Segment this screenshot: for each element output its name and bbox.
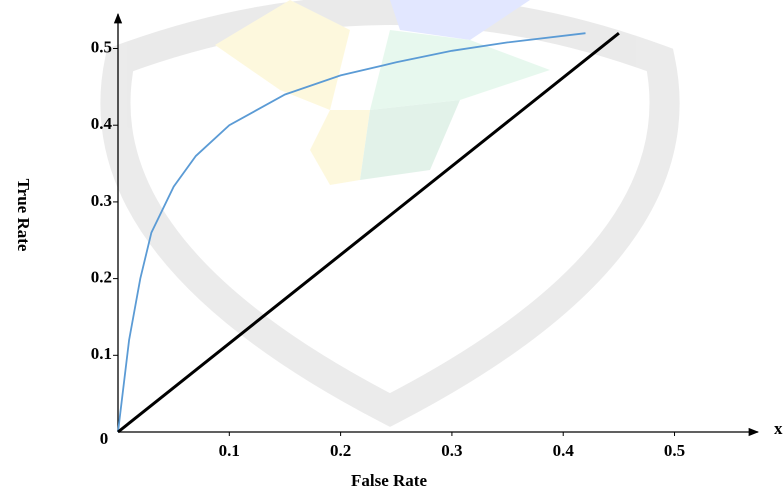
y-tick-label: 0.5 xyxy=(91,37,112,56)
x-tick-label: 0.2 xyxy=(330,441,351,460)
y-tick-label: 0.1 xyxy=(91,344,112,363)
chart: False Rate True Rate x 0 0.1 0.2 0.3 0.4 0.5 0… xyxy=(0,0,783,493)
y-tick-label: 0.2 xyxy=(91,268,112,287)
origin-label: 0 xyxy=(100,429,109,448)
y-tick-label: 0.3 xyxy=(91,191,112,210)
y-axis-label: True Rate xyxy=(14,179,33,252)
x-tick-label: 0.3 xyxy=(441,441,462,460)
x-tick-label: 0.5 xyxy=(664,441,685,460)
x-axis-label: False Rate xyxy=(351,471,427,490)
x-tick-label: 0.4 xyxy=(553,441,575,460)
axis-annotation: x xyxy=(774,419,783,438)
x-tick-label: 0.1 xyxy=(219,441,240,460)
series-line xyxy=(118,33,619,432)
y-tick-label: 0.4 xyxy=(91,114,113,133)
